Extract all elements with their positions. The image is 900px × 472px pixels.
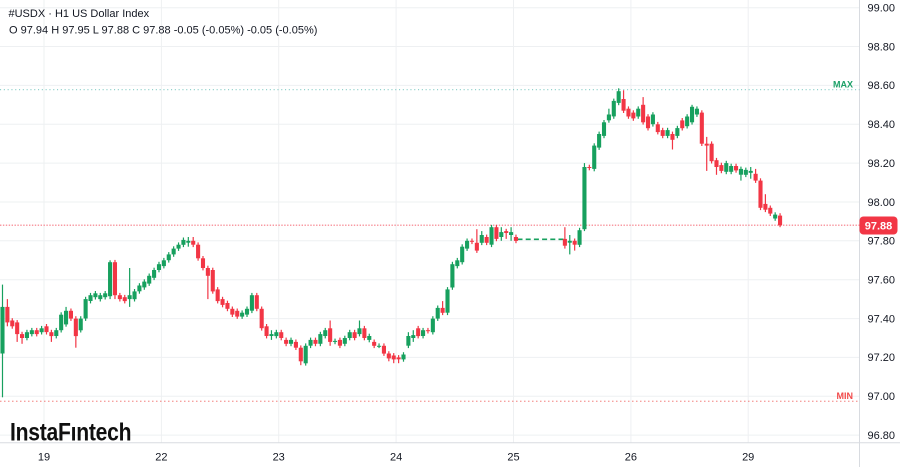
svg-text:24: 24 — [390, 452, 402, 464]
svg-text:97.00: 97.00 — [868, 391, 896, 403]
svg-text:25: 25 — [507, 452, 519, 464]
svg-text:98.00: 98.00 — [868, 197, 896, 209]
svg-text:98.20: 98.20 — [868, 158, 896, 170]
svg-text:26: 26 — [625, 452, 637, 464]
svg-text:97.80: 97.80 — [868, 236, 896, 248]
svg-text:#USDX · H1 US Dollar Index: #USDX · H1 US Dollar Index — [9, 8, 150, 20]
svg-text:MAX: MAX — [833, 80, 853, 90]
svg-text:98.40: 98.40 — [868, 119, 896, 131]
svg-text:97.20: 97.20 — [868, 352, 896, 364]
svg-text:97.40: 97.40 — [868, 313, 896, 325]
svg-text:19: 19 — [38, 452, 50, 464]
svg-text:97.88: 97.88 — [865, 221, 893, 233]
svg-text:99.00: 99.00 — [868, 3, 896, 15]
svg-text:23: 23 — [273, 452, 285, 464]
svg-text:98.60: 98.60 — [868, 80, 896, 92]
svg-text:29: 29 — [742, 452, 754, 464]
svg-text:96.80: 96.80 — [868, 430, 896, 442]
svg-text:97.60: 97.60 — [868, 275, 896, 287]
svg-text:98.80: 98.80 — [868, 41, 896, 53]
svg-text:O 97.94 H 97.95 L 97.88 C 97.8: O 97.94 H 97.95 L 97.88 C 97.88 -0.05 (-… — [9, 24, 317, 36]
svg-text:22: 22 — [155, 452, 167, 464]
svg-text:InstaFıntech: InstaFıntech — [10, 418, 131, 446]
svg-text:MIN: MIN — [837, 391, 854, 401]
